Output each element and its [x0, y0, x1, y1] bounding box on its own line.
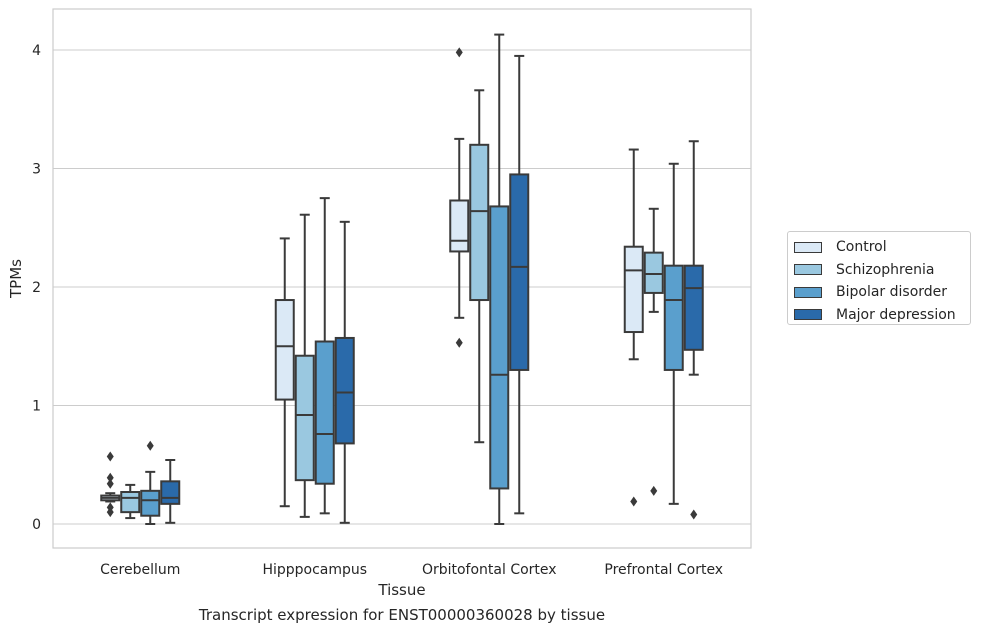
box — [120, 483, 141, 520]
box-iqr — [140, 489, 161, 517]
outlier-point — [106, 472, 114, 483]
y-tick-label: 2 — [32, 280, 41, 296]
legend-swatch — [794, 286, 822, 298]
box-iqr — [663, 264, 684, 371]
box — [663, 162, 684, 505]
outlier-point — [630, 496, 638, 507]
legend-item: Schizophrenia — [794, 259, 964, 282]
y-tick-label: 0 — [32, 517, 41, 533]
box — [449, 47, 470, 348]
x-tick-label: Hipppocampus — [262, 562, 367, 578]
box — [643, 207, 664, 496]
legend-item: Control — [794, 236, 964, 259]
legend-item: Bipolar disorder — [794, 281, 964, 304]
x-axis-label: Tissue — [377, 581, 425, 599]
plot-border — [52, 8, 752, 549]
box-iqr — [334, 336, 355, 445]
box — [683, 140, 704, 520]
box-iqr — [509, 173, 530, 371]
y-axis-label: TPMs — [7, 259, 25, 299]
box — [623, 148, 644, 507]
box-iqr — [314, 340, 335, 485]
legend: Control Schizophrenia Bipolar disorder Majo… — [787, 231, 971, 325]
box-iqr — [449, 199, 470, 253]
outlier-point — [455, 47, 463, 58]
outlier-point — [106, 478, 114, 489]
box-iqr — [160, 480, 181, 505]
chart-caption: Transcript expression for ENST0000036002… — [198, 606, 606, 624]
y-tick-label: 1 — [32, 399, 41, 415]
legend-label: Control — [836, 239, 887, 256]
y-tick-label: 4 — [32, 43, 41, 59]
outlier-point — [146, 440, 154, 451]
box — [489, 33, 510, 525]
legend-swatch — [794, 264, 822, 276]
y-tick-label: 3 — [32, 162, 41, 178]
box-iqr — [683, 264, 704, 351]
legend-label: Bipolar disorder — [836, 284, 948, 301]
box — [100, 451, 121, 518]
legend-item: Major depression — [794, 304, 964, 327]
box-iqr — [643, 251, 664, 294]
box — [314, 197, 335, 515]
box-iqr — [623, 245, 644, 334]
x-tick-label: Orbitofontal Cortex — [422, 562, 557, 578]
box — [334, 220, 355, 524]
legend-label: Schizophrenia — [836, 261, 935, 278]
legend-swatch — [794, 241, 822, 253]
x-tick-label: Prefrontal Cortex — [604, 562, 723, 578]
box-iqr — [294, 354, 315, 482]
box — [469, 89, 490, 444]
box — [294, 213, 315, 518]
outlier-point — [690, 509, 698, 520]
box-iqr — [489, 205, 510, 490]
outlier-point — [106, 451, 114, 462]
legend-label: Major depression — [836, 306, 956, 323]
outlier-point — [650, 485, 658, 496]
outlier-point — [455, 337, 463, 348]
box — [509, 54, 530, 515]
box — [160, 459, 181, 524]
box — [274, 237, 295, 508]
box — [140, 440, 161, 525]
box-iqr — [274, 299, 295, 401]
legend-swatch — [794, 309, 822, 321]
box-iqr — [469, 143, 490, 302]
box-iqr — [120, 491, 141, 514]
outlier-point — [106, 507, 114, 518]
x-tick-label: Cerebellum — [100, 562, 180, 578]
